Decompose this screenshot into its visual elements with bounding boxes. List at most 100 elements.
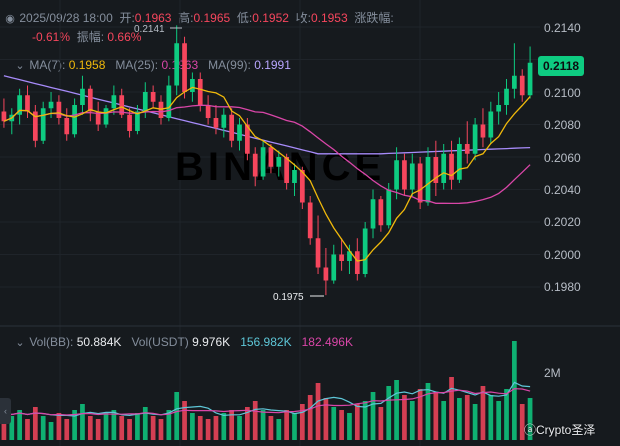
candle-body	[268, 147, 274, 167]
candle-body	[252, 153, 258, 177]
volume-bar	[56, 413, 62, 440]
price-axis-label: 0.2040	[544, 183, 581, 197]
vol-bb-value: 50.884K	[76, 335, 122, 349]
candle-body	[378, 199, 384, 226]
volume-bar	[252, 401, 258, 440]
candle-body	[512, 75, 517, 89]
volume-info-line: ⌄ Vol(BB): 50.884K Vol(USDT) 9.976K 156.…	[14, 335, 353, 350]
ma25-line	[3, 104, 531, 205]
candle-body	[72, 105, 77, 135]
candle-body	[331, 254, 337, 281]
candle-body	[488, 111, 494, 138]
high-label: 高:	[178, 11, 194, 25]
volume-bar	[182, 401, 187, 440]
open-value: 0.1963	[134, 11, 172, 25]
volume-bar	[512, 341, 517, 440]
candle-body	[260, 147, 266, 177]
candle-body	[433, 157, 439, 183]
candle-body	[504, 88, 509, 105]
volume-bar	[323, 398, 329, 440]
eye-icon[interactable]: ◉	[5, 13, 15, 25]
volume-bar	[402, 395, 407, 440]
vol-usdt-value: 9.976K	[192, 335, 231, 349]
price-axis-label: 0.1980	[544, 280, 581, 294]
candle-body	[472, 124, 478, 154]
ma7-line	[3, 86, 531, 262]
candle-body	[307, 202, 313, 239]
collapse-handle[interactable]: ‹	[0, 398, 11, 424]
candle-body	[182, 43, 187, 92]
candle-body	[103, 108, 109, 125]
candle-body	[135, 111, 140, 131]
candle-body	[158, 101, 164, 118]
ma7-label: MA(7):	[29, 58, 66, 72]
volume-ma2-polyline	[3, 388, 531, 416]
volume-bar	[32, 407, 38, 440]
volume-bar	[496, 401, 502, 440]
change-value: -0.61%	[32, 30, 71, 44]
volume-bar	[362, 401, 368, 440]
volume-bar	[40, 416, 46, 440]
candle-body	[386, 189, 392, 226]
volume-bar	[315, 383, 321, 440]
current-price-tag: 0.2118	[538, 56, 585, 76]
candle-body	[354, 251, 360, 274]
volume-bar	[103, 413, 109, 440]
volume-bar	[158, 419, 164, 440]
candle-body	[284, 157, 289, 183]
candle-body	[425, 157, 431, 203]
candle-body	[64, 118, 70, 135]
candle-body	[362, 228, 368, 274]
volume-bar	[174, 392, 180, 440]
candle-body	[142, 92, 148, 112]
candle-body	[119, 95, 125, 115]
candle-body	[17, 95, 22, 115]
candle-body	[323, 267, 329, 281]
volume-bar	[457, 398, 462, 440]
volume-bar	[25, 419, 30, 440]
volume-bar	[284, 410, 289, 440]
candle-body	[174, 43, 180, 86]
chart-grid	[0, 0, 540, 446]
volume-bar	[135, 413, 140, 440]
volume-bar	[433, 392, 439, 440]
vol-ma2-value: 182.496K	[301, 335, 353, 349]
ma25-label: MA(25):	[115, 58, 159, 72]
volume-bar	[527, 398, 533, 440]
volume-bar	[205, 419, 211, 440]
candle-body	[221, 114, 227, 128]
volume-bar	[409, 401, 415, 440]
candle-body	[205, 105, 211, 118]
volume-bar	[72, 410, 77, 440]
candle-body	[190, 79, 195, 92]
ma7-polyline	[3, 86, 531, 262]
close-value: 0.1953	[310, 11, 348, 25]
candle-body	[127, 114, 132, 131]
volume-bar	[221, 413, 227, 440]
volume-bar	[417, 389, 423, 440]
open-label: 开:	[119, 11, 135, 25]
volume-bar	[347, 413, 352, 440]
volume-bar	[229, 410, 235, 440]
high-value: 0.1965	[193, 11, 231, 25]
volume-bar	[519, 404, 525, 440]
volume-bar	[276, 419, 282, 440]
candle-datetime: 2025/09/28 18:00	[19, 11, 113, 25]
candle-body	[315, 238, 321, 268]
candle-body	[527, 62, 533, 96]
chevron-down-icon[interactable]: ⌄	[15, 60, 25, 72]
high-annotation: 0.2141	[134, 24, 165, 35]
volume-bar	[245, 407, 250, 440]
vol-bb-label: Vol(BB):	[29, 335, 74, 349]
candle-body	[213, 118, 219, 128]
volume-bar	[87, 416, 93, 440]
volume-bar	[480, 386, 486, 440]
chevron-down-icon[interactable]: ⌄	[15, 337, 25, 349]
ma-info-line: ⌄ MA(7): 0.1958 MA(25): 0.1963 MA(99): 0…	[14, 58, 291, 73]
volume-bar	[166, 410, 172, 440]
volume-bar	[213, 416, 219, 440]
volume-bar	[142, 407, 148, 440]
price-axis-label: 0.2080	[544, 118, 581, 132]
ma99-label: MA(99):	[208, 58, 251, 72]
